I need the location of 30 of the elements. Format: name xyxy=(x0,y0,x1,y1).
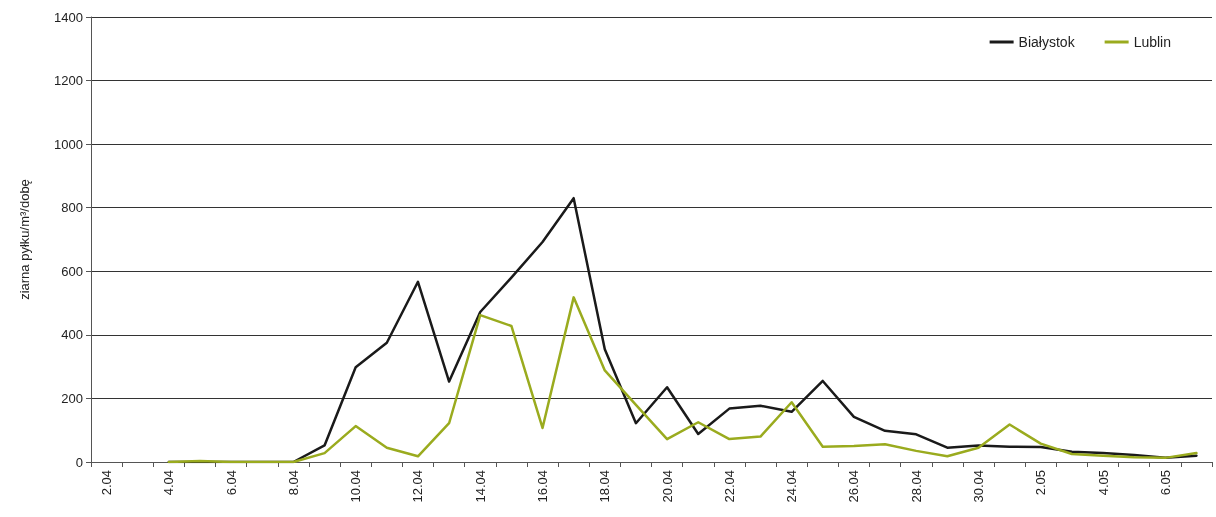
x-tick-label: 6.05 xyxy=(1157,470,1173,496)
y-tick-label: 1000 xyxy=(54,136,83,152)
x-tick-label: 28.04 xyxy=(908,470,924,503)
x-tick-label: 24.04 xyxy=(784,470,800,503)
x-tick-label: 10.04 xyxy=(348,470,364,503)
y-tick-label: 200 xyxy=(61,390,83,406)
legend-label: Lublin xyxy=(1133,34,1172,50)
x-tick-label: 4.05 xyxy=(1095,470,1111,496)
x-tick-label: 12.04 xyxy=(410,470,426,503)
y-tick-label: 600 xyxy=(61,263,83,279)
x-tick-label: 22.04 xyxy=(721,470,737,503)
x-tick-label: 18.04 xyxy=(597,470,613,503)
x-tick-label: 8.04 xyxy=(285,470,301,496)
legend-label: Białystok xyxy=(1018,34,1076,50)
y-axis-title: ziarna pyłku/m³/dobę xyxy=(17,179,32,300)
x-tick-label: 16.04 xyxy=(535,470,551,503)
x-tick-label: 20.04 xyxy=(659,470,675,503)
x-tick-label: 4.04 xyxy=(161,470,177,496)
y-tick-label: 1400 xyxy=(54,9,83,25)
line-series xyxy=(167,296,1198,464)
x-tick-label: 30.04 xyxy=(970,470,986,503)
y-tick-label: 0 xyxy=(75,454,83,470)
y-tick-label: 400 xyxy=(61,327,83,343)
x-tick-label: 14.04 xyxy=(472,470,488,503)
x-tick-label: 2.05 xyxy=(1033,470,1049,496)
x-tick-label: 2.04 xyxy=(99,470,115,496)
x-tick-label: 6.04 xyxy=(223,470,239,496)
x-tick-label: 26.04 xyxy=(846,470,862,503)
y-tick-label: 800 xyxy=(61,200,83,216)
y-tick-label: 1200 xyxy=(54,73,83,89)
